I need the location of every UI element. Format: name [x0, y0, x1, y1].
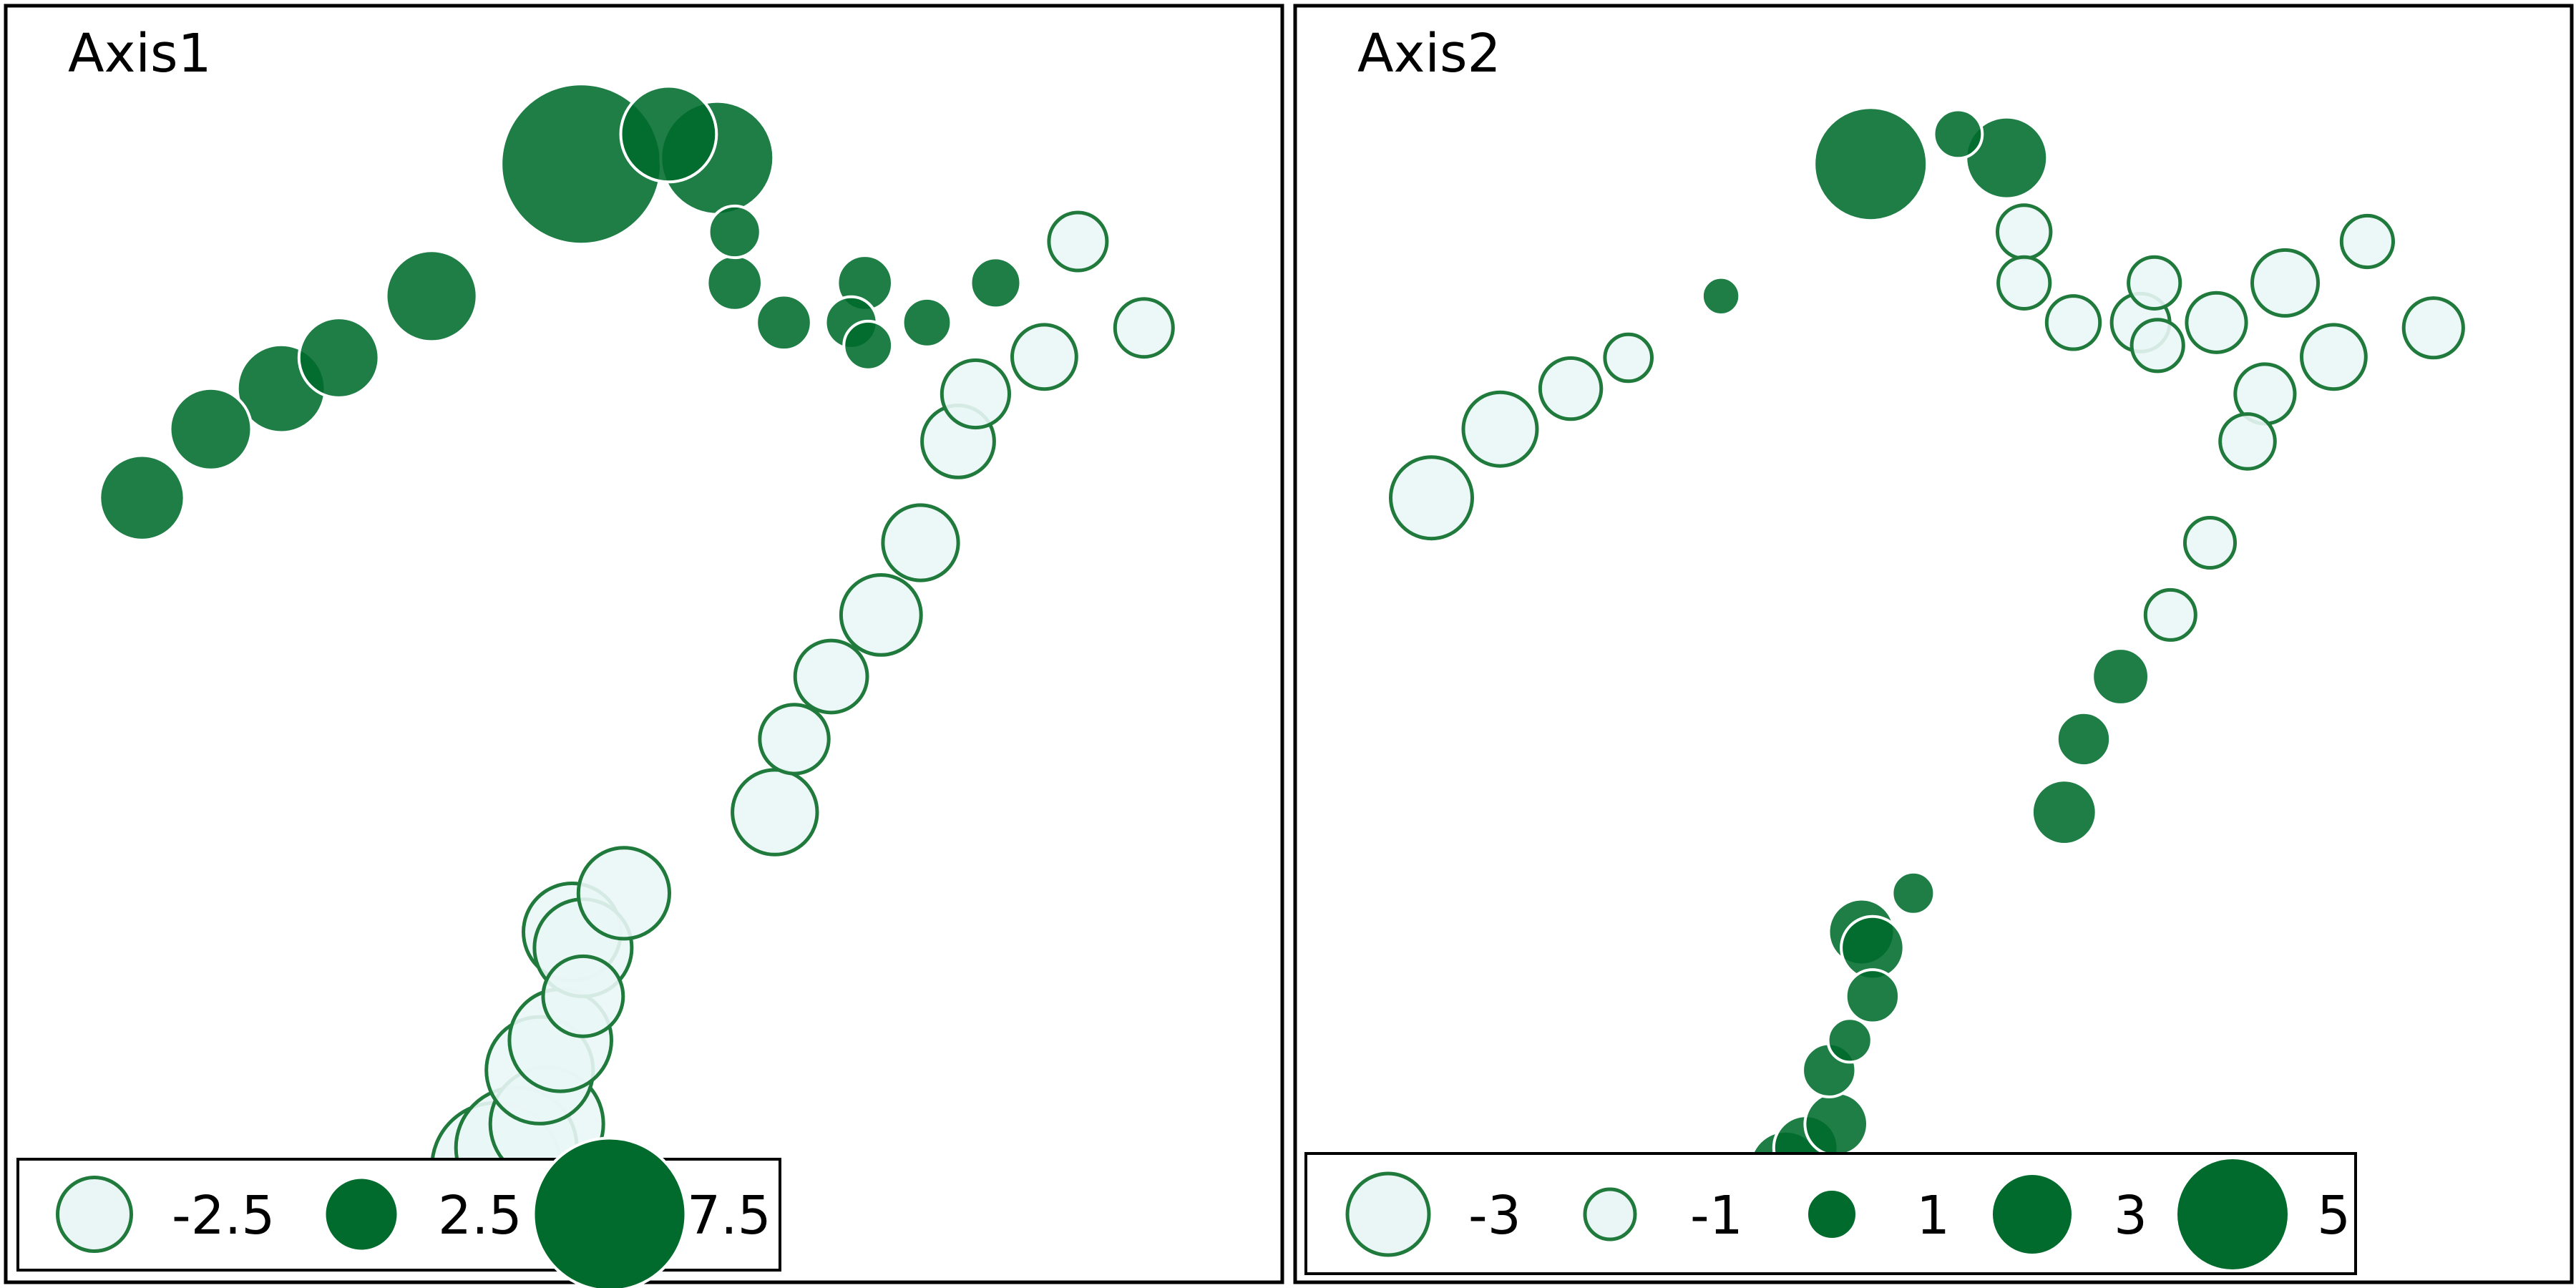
data-point-24 — [793, 638, 869, 715]
legend-label-2: 2.5 — [438, 1185, 522, 1246]
data-point-23 — [839, 573, 923, 657]
panel-axis1: Axis1 -2.5 2.5 7.5 — [4, 4, 1284, 1288]
data-point-5 — [384, 249, 479, 343]
data-point-4 — [1603, 332, 1654, 384]
data-point-2 — [1461, 390, 1539, 468]
data-point-13 — [842, 319, 894, 371]
legend-label-2: -1 — [1690, 1185, 1743, 1246]
panel-title-axis2: Axis2 — [1357, 23, 1501, 84]
data-point-24 — [2091, 647, 2151, 706]
data-point-10 — [706, 254, 763, 312]
legend-label-3: 1 — [1916, 1185, 1950, 1246]
data-point-16 — [969, 256, 1023, 310]
legend-swatch-3 — [1805, 1188, 1858, 1241]
legend-swatch-2 — [323, 1176, 400, 1253]
legend-axis1: -2.5 2.5 7.5 — [16, 1136, 781, 1288]
data-point-6 — [1813, 106, 1929, 223]
data-point-7 — [619, 84, 718, 184]
data-point-20 — [940, 358, 1012, 430]
data-point-1 — [98, 454, 186, 542]
legend-label-1: -2.5 — [172, 1185, 275, 1246]
panel-title-axis1: Axis1 — [68, 23, 212, 84]
data-point-7 — [1932, 108, 1984, 160]
panel-frame-axis2 — [1293, 4, 2574, 1284]
data-point-2 — [168, 386, 253, 472]
data-point-13 — [2129, 318, 2185, 374]
data-point-18 — [1113, 297, 1175, 359]
data-point-4 — [297, 316, 381, 399]
data-point-21 — [2218, 412, 2277, 471]
data-point-27 — [1890, 870, 1936, 916]
data-point-33 — [1803, 1091, 1869, 1157]
data-point-18 — [2401, 296, 2465, 360]
legend-label-5: 5 — [2317, 1185, 2351, 1246]
points-axis1 — [98, 82, 1175, 1234]
legend-swatch-2 — [1583, 1187, 1637, 1241]
data-point-30 — [541, 954, 625, 1038]
data-point-11 — [755, 293, 813, 352]
legend-swatch-3 — [532, 1136, 688, 1288]
data-point-16 — [2250, 248, 2320, 318]
data-point-17 — [1047, 210, 1109, 273]
data-point-27 — [576, 846, 672, 941]
data-point-10 — [1996, 255, 2052, 311]
legend-label-1: -3 — [1468, 1185, 1521, 1246]
data-point-14 — [2127, 255, 2182, 311]
data-point-15 — [2185, 291, 2248, 354]
legend-swatch-4 — [1990, 1172, 2074, 1257]
data-point-22 — [2183, 516, 2237, 570]
data-point-15 — [901, 296, 953, 348]
data-point-26 — [731, 768, 819, 857]
data-point-11 — [2044, 294, 2102, 351]
legend-swatch-1 — [1345, 1171, 1431, 1257]
data-point-1 — [1389, 455, 1474, 541]
panel-axis2: Axis2 -3 -1 1 3 5 — [1293, 4, 2574, 1284]
legend-swatch-1 — [56, 1176, 133, 1253]
data-point-25 — [758, 703, 831, 776]
data-point-9 — [707, 204, 762, 260]
legend-axis2: -3 -1 1 3 5 — [1304, 1152, 2357, 1275]
data-point-30 — [1844, 968, 1901, 1025]
legend-label-4: 3 — [2114, 1185, 2147, 1246]
data-point-22 — [881, 503, 960, 582]
data-point-23 — [2143, 587, 2197, 642]
data-point-17 — [2339, 213, 2395, 270]
data-point-19 — [2300, 323, 2368, 391]
data-point-31 — [1826, 1017, 1873, 1064]
data-point-26 — [2030, 779, 2098, 846]
data-point-9 — [1996, 203, 2053, 260]
data-point-5 — [1700, 275, 1742, 316]
data-point-3 — [1538, 356, 1604, 421]
data-point-25 — [2055, 711, 2112, 768]
legend-label-3: 7.5 — [687, 1185, 771, 1246]
data-point-19 — [1010, 323, 1078, 391]
legend-swatch-5 — [2175, 1156, 2290, 1272]
